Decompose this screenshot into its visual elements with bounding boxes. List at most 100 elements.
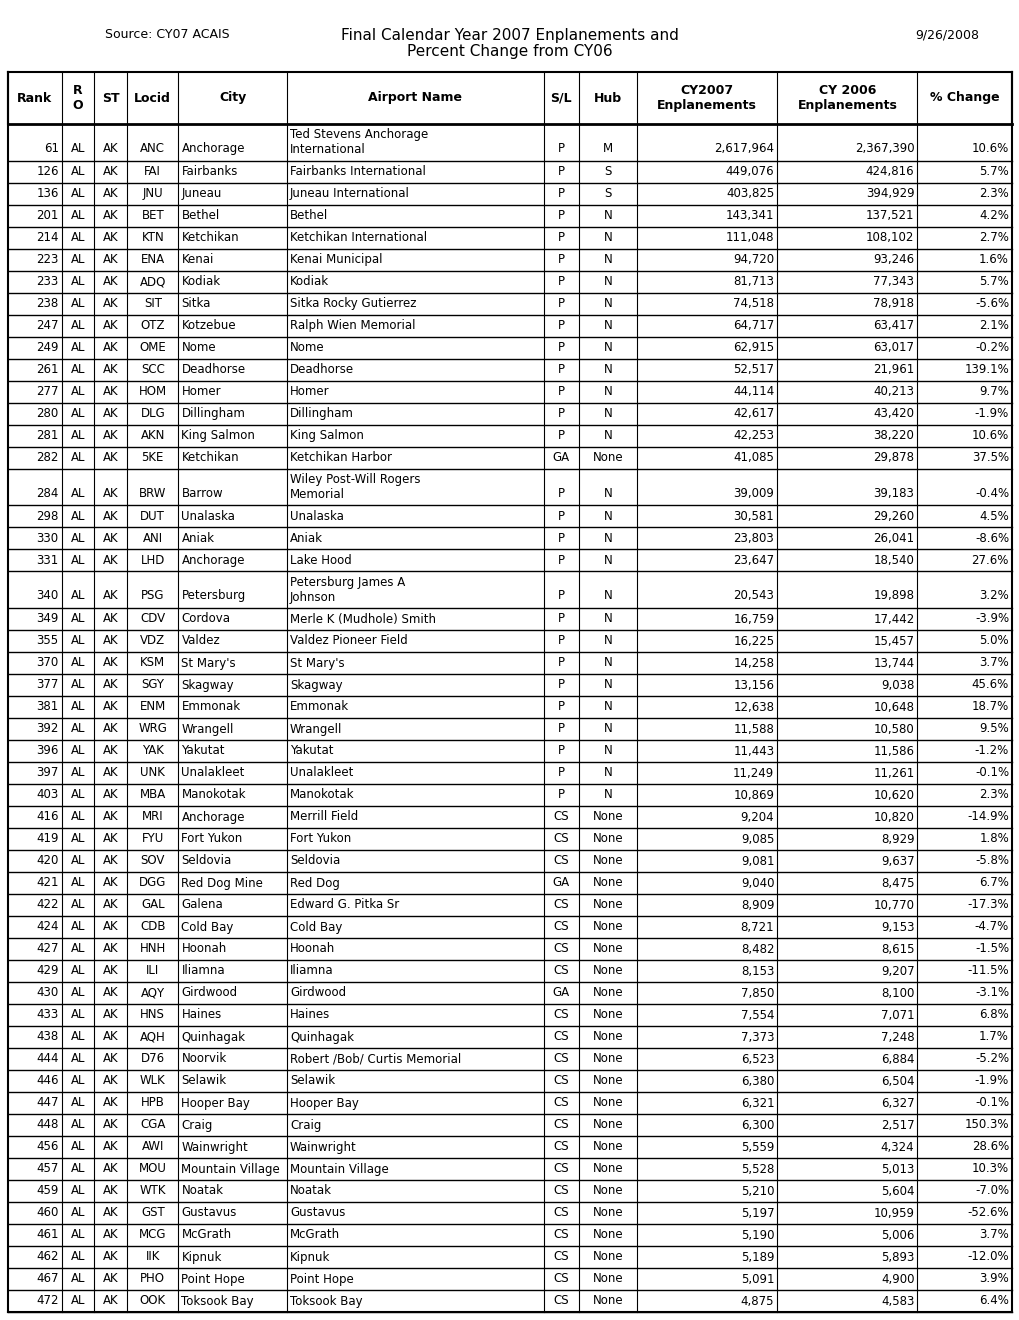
- Text: 6,327: 6,327: [880, 1097, 914, 1110]
- Bar: [8, 652, 1011, 675]
- Text: AWI: AWI: [142, 1140, 164, 1154]
- Text: 8,615: 8,615: [880, 942, 914, 956]
- Text: CDB: CDB: [140, 920, 165, 933]
- Text: Yakutat: Yakutat: [289, 744, 333, 758]
- Text: P: P: [557, 487, 565, 500]
- Text: Toksook Bay: Toksook Bay: [181, 1295, 254, 1308]
- Text: AK: AK: [103, 1272, 118, 1286]
- Text: AL: AL: [70, 319, 86, 333]
- Text: AL: AL: [70, 297, 86, 310]
- Bar: [8, 337, 1011, 359]
- Bar: [8, 446, 1011, 469]
- Text: 1.7%: 1.7%: [978, 1031, 1008, 1044]
- Text: 392: 392: [37, 722, 59, 735]
- Text: YAK: YAK: [142, 744, 163, 758]
- Text: CS: CS: [553, 1206, 569, 1220]
- Text: DGG: DGG: [139, 876, 166, 890]
- Text: N: N: [603, 510, 611, 523]
- Text: 9,038: 9,038: [880, 678, 914, 692]
- Text: -3.9%: -3.9%: [974, 612, 1008, 626]
- Text: 5,528: 5,528: [740, 1163, 773, 1176]
- Text: St Mary's: St Mary's: [289, 656, 344, 669]
- Bar: [8, 271, 1011, 293]
- Text: 10,648: 10,648: [872, 701, 914, 714]
- Text: 38,220: 38,220: [872, 429, 914, 442]
- Text: 8,100: 8,100: [880, 986, 914, 999]
- Text: AL: AL: [70, 635, 86, 648]
- Text: P: P: [557, 656, 565, 669]
- Text: 448: 448: [37, 1118, 59, 1131]
- Text: -5.8%: -5.8%: [974, 854, 1008, 867]
- Text: N: N: [603, 407, 611, 420]
- Text: M: M: [602, 143, 612, 154]
- Text: LHD: LHD: [141, 554, 165, 566]
- Text: -1.5%: -1.5%: [974, 942, 1008, 956]
- Text: 421: 421: [36, 876, 59, 890]
- Text: AK: AK: [103, 899, 118, 912]
- Text: AL: AL: [70, 612, 86, 626]
- Text: BRW: BRW: [139, 487, 166, 500]
- Text: P: P: [557, 297, 565, 310]
- Text: Seldovia: Seldovia: [289, 854, 340, 867]
- Text: P: P: [557, 165, 565, 178]
- Text: 5.0%: 5.0%: [978, 635, 1008, 648]
- Bar: [8, 380, 1011, 403]
- Text: Craig: Craig: [289, 1118, 321, 1131]
- Text: N: N: [603, 209, 611, 222]
- Bar: [8, 527, 1011, 549]
- Text: 281: 281: [37, 429, 59, 442]
- Text: AK: AK: [103, 701, 118, 714]
- Text: Hub: Hub: [593, 91, 622, 104]
- Text: CS: CS: [553, 1250, 569, 1263]
- Text: 8,482: 8,482: [740, 942, 773, 956]
- Text: Lake Hood: Lake Hood: [289, 554, 352, 566]
- Text: Nome: Nome: [181, 341, 216, 354]
- Text: AK: AK: [103, 143, 118, 154]
- Text: 8,475: 8,475: [880, 876, 914, 890]
- Text: CS: CS: [553, 1074, 569, 1088]
- Text: CS: CS: [553, 854, 569, 867]
- Text: 420: 420: [37, 854, 59, 867]
- Text: 10.3%: 10.3%: [971, 1163, 1008, 1176]
- Text: N: N: [603, 554, 611, 566]
- Text: AL: AL: [70, 1052, 86, 1065]
- Text: 2,367,390: 2,367,390: [854, 143, 914, 154]
- Text: AK: AK: [103, 1074, 118, 1088]
- Text: N: N: [603, 341, 611, 354]
- Text: Sitka: Sitka: [181, 297, 211, 310]
- Text: 29,260: 29,260: [872, 510, 914, 523]
- Text: AK: AK: [103, 487, 118, 500]
- Text: Final Calendar Year 2007 Enplanements and: Final Calendar Year 2007 Enplanements an…: [340, 28, 679, 44]
- Text: HNH: HNH: [140, 942, 166, 956]
- Text: Petersburg: Petersburg: [181, 590, 246, 602]
- Text: OTZ: OTZ: [141, 319, 165, 333]
- Text: 261: 261: [36, 363, 59, 376]
- Text: 62,915: 62,915: [733, 341, 773, 354]
- Text: Wainwright: Wainwright: [289, 1140, 357, 1154]
- Text: AK: AK: [103, 319, 118, 333]
- Text: 2,617,964: 2,617,964: [713, 143, 773, 154]
- Text: Ralph Wien Memorial: Ralph Wien Memorial: [289, 319, 415, 333]
- Bar: [8, 1048, 1011, 1071]
- Text: Wiley Post-Will Rogers
Memorial: Wiley Post-Will Rogers Memorial: [289, 473, 420, 502]
- Text: 64,717: 64,717: [733, 319, 773, 333]
- Text: Cordova: Cordova: [181, 612, 230, 626]
- Text: Hoonah: Hoonah: [289, 942, 335, 956]
- Text: Valdez: Valdez: [181, 635, 220, 648]
- Text: P: P: [557, 363, 565, 376]
- Text: -5.2%: -5.2%: [974, 1052, 1008, 1065]
- Text: Deadhorse: Deadhorse: [289, 363, 354, 376]
- Text: AL: AL: [70, 429, 86, 442]
- Text: Unalakleet: Unalakleet: [289, 767, 353, 780]
- Text: Noatak: Noatak: [181, 1184, 223, 1197]
- Text: Quinhagak: Quinhagak: [289, 1031, 354, 1044]
- Text: AK: AK: [103, 986, 118, 999]
- Text: 7,248: 7,248: [880, 1031, 914, 1044]
- Text: Airport Name: Airport Name: [368, 91, 462, 104]
- Text: 6.4%: 6.4%: [978, 1295, 1008, 1308]
- Bar: [8, 675, 1011, 696]
- Text: 462: 462: [36, 1250, 59, 1263]
- Text: 13,744: 13,744: [872, 656, 914, 669]
- Text: AK: AK: [103, 1031, 118, 1044]
- Text: AK: AK: [103, 635, 118, 648]
